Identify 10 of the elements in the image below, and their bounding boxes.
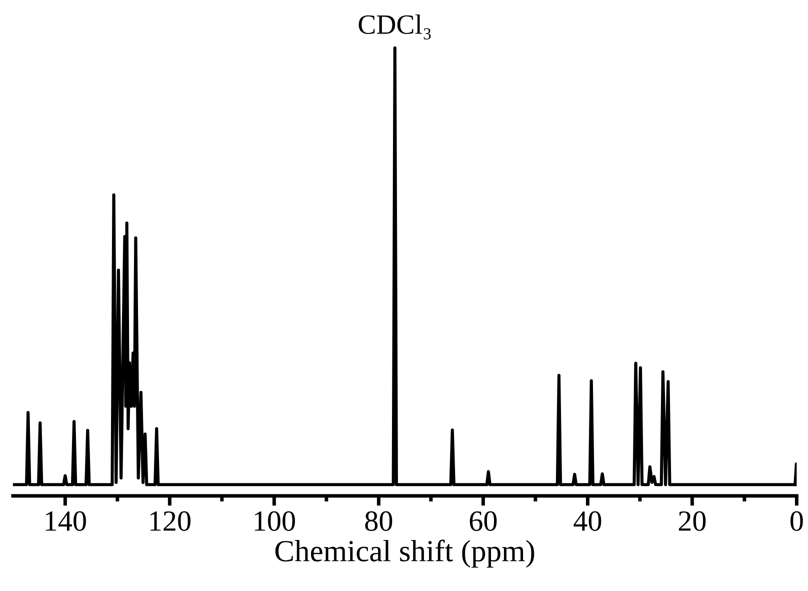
x-tick-label: 100 (254, 511, 295, 531)
x-axis-title: Chemical shift (ppm) (275, 540, 534, 568)
x-tick-label: 20 (678, 511, 706, 531)
x-tick-label: 60 (470, 511, 497, 531)
x-tick-label: 120 (150, 511, 190, 531)
x-tick-label: 40 (574, 511, 602, 531)
x-tick-label: 80 (365, 511, 392, 531)
x-tick-label: 0 (790, 511, 803, 531)
x-tick-label: 140 (46, 511, 86, 531)
annotation: CDCl₃ (358, 14, 431, 40)
